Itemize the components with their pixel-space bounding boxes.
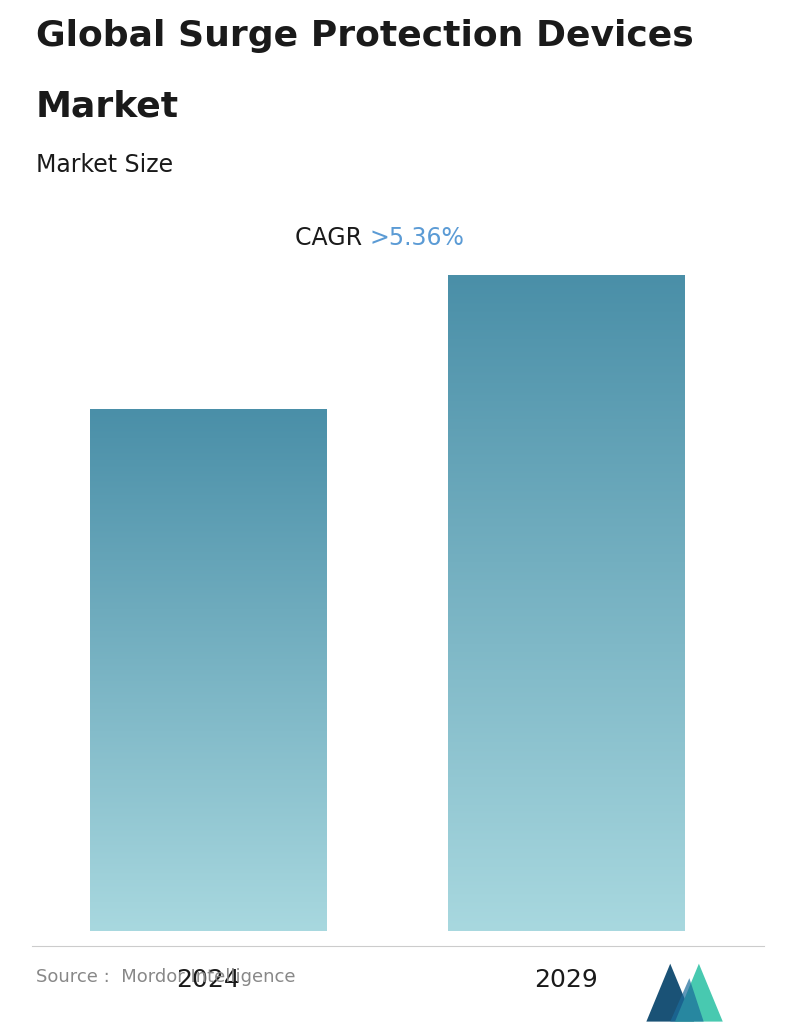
Text: Market: Market bbox=[36, 89, 179, 123]
Text: >5.36%: >5.36% bbox=[369, 226, 464, 250]
Text: 2024: 2024 bbox=[176, 968, 240, 992]
Text: 2029: 2029 bbox=[534, 968, 599, 992]
Text: Market Size: Market Size bbox=[36, 153, 173, 177]
Text: CAGR: CAGR bbox=[295, 226, 369, 250]
Text: Global Surge Protection Devices: Global Surge Protection Devices bbox=[36, 19, 693, 53]
Polygon shape bbox=[675, 964, 723, 1022]
Text: Source :  Mordor Intelligence: Source : Mordor Intelligence bbox=[36, 968, 295, 986]
Polygon shape bbox=[646, 964, 694, 1022]
Polygon shape bbox=[670, 978, 704, 1022]
